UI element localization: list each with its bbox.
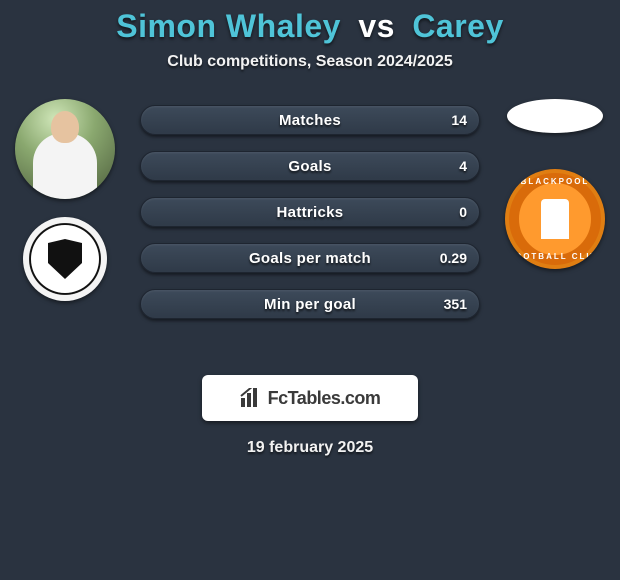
date-text: 19 february 2025 (0, 439, 620, 457)
stat-right-value: 14 (451, 106, 467, 134)
brand-box: FcTables.com (202, 375, 418, 421)
title-player2: Carey (412, 8, 503, 44)
bar-chart-icon (240, 388, 262, 408)
left-column (10, 99, 120, 301)
content-area: BLACKPOOL FOOTBALL CLUB Matches 14 Goals 4 H… (0, 99, 620, 359)
title-player1: Simon Whaley (116, 8, 341, 44)
badge-text-bottom: FOOTBALL CLUB (505, 252, 605, 261)
stat-label: Hattricks (277, 204, 344, 221)
stat-label: Goals (288, 158, 331, 175)
stat-label: Min per goal (264, 296, 356, 313)
stat-right-value: 4 (459, 152, 467, 180)
player-photo (15, 99, 115, 199)
stat-row: Min per goal 351 (140, 289, 480, 319)
stat-right-value: 0.29 (440, 244, 467, 272)
stat-right-value: 351 (444, 290, 467, 318)
speech-bubble (507, 99, 603, 133)
stats-bars: Matches 14 Goals 4 Hattricks 0 Goals per match… (140, 105, 480, 335)
stat-label: Matches (279, 112, 341, 129)
stat-row: Hattricks 0 (140, 197, 480, 227)
stat-right-value: 0 (459, 198, 467, 226)
badge-text-top: BLACKPOOL (505, 177, 605, 186)
stat-row: Goals per match 0.29 (140, 243, 480, 273)
title-vs: vs (358, 8, 395, 44)
club-badge-left (23, 217, 107, 301)
stat-row: Goals 4 (140, 151, 480, 181)
stat-label: Goals per match (249, 250, 371, 267)
comparison-infographic: Simon Whaley vs Carey Club competitions,… (0, 0, 620, 580)
brand-text: FcTables.com (268, 388, 381, 409)
page-title: Simon Whaley vs Carey (0, 8, 620, 45)
subtitle: Club competitions, Season 2024/2025 (0, 53, 620, 71)
club-badge-right: BLACKPOOL FOOTBALL CLUB (505, 169, 605, 269)
stat-row: Matches 14 (140, 105, 480, 135)
right-column: BLACKPOOL FOOTBALL CLUB (500, 99, 610, 269)
